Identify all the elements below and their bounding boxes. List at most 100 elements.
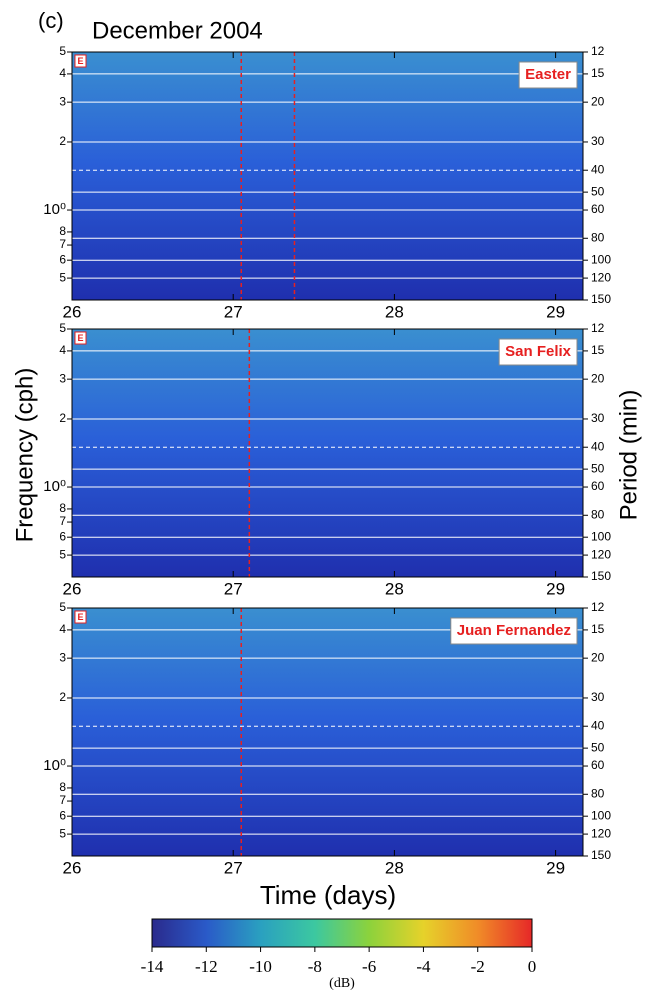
y2-tick-label: 30: [591, 690, 605, 704]
marker-box: [74, 54, 87, 68]
y2-tick-label: 120: [591, 270, 611, 284]
y-tick-label: 8: [59, 780, 66, 794]
y-tick-label: 7: [59, 237, 66, 251]
y2-tick-label: 60: [591, 202, 605, 216]
x-tick-label: 28: [385, 858, 404, 877]
x-axis-label: Time (days): [260, 880, 396, 910]
x-tick-label: 29: [546, 579, 565, 598]
x-tick-label: 28: [385, 302, 404, 321]
y2-tick-label: 12: [591, 321, 605, 335]
y2-tick-label: 80: [591, 230, 605, 244]
y-tick-label: 8: [59, 224, 66, 238]
y2-tick-label: 150: [591, 292, 611, 306]
x-tick-label: 29: [546, 858, 565, 877]
y2-tick-label: 40: [591, 718, 605, 732]
station-box: [498, 338, 578, 366]
y2-tick-label: 150: [591, 848, 611, 862]
y2-tick-label: 100: [591, 529, 611, 543]
y-tick-label: 4: [59, 622, 66, 636]
y-tick-label: 2: [59, 134, 66, 148]
y2-tick-label: 50: [591, 461, 605, 475]
y-tick-label: 5: [59, 826, 66, 840]
y-tick-label: 5: [59, 44, 66, 58]
y2-tick-label: 12: [591, 44, 605, 58]
spectrogram-image: [72, 52, 583, 300]
marker: E: [77, 612, 83, 622]
y-tick-label: 6: [59, 252, 66, 266]
y-tick-label: 10⁰: [43, 201, 66, 218]
colorbar-tick-label: 0: [528, 957, 537, 976]
station-box: [450, 617, 578, 645]
y-tick-label: 5: [59, 321, 66, 335]
y-tick-label: 6: [59, 529, 66, 543]
station-label: San Felix: [505, 343, 572, 360]
marker-box: [74, 331, 87, 345]
y2-tick-label: 80: [591, 507, 605, 521]
y-tick-label: 2: [59, 411, 66, 425]
y2-tick-label: 30: [591, 411, 605, 425]
y-tick-label: 10⁰: [43, 478, 66, 495]
y2-tick-label: 60: [591, 758, 605, 772]
y-tick-label: 5: [59, 270, 66, 284]
y-tick-label: 7: [59, 793, 66, 807]
y2-tick-label: 20: [591, 650, 605, 664]
y2-tick-label: 12: [591, 600, 605, 614]
station-label: Easter: [525, 66, 571, 83]
y2-axis-label: Period (min): [615, 390, 642, 521]
y-tick-label: 5: [59, 600, 66, 614]
colorbar-tick-label: -2: [471, 957, 485, 976]
x-tick-label: 26: [63, 302, 82, 321]
y2-tick-label: 20: [591, 371, 605, 385]
plot-frame: [71, 607, 584, 857]
y-tick-label: 3: [59, 371, 66, 385]
colorbar-label: (dB): [329, 976, 355, 991]
y2-tick-label: 80: [591, 786, 605, 800]
y2-tick-label: 40: [591, 439, 605, 453]
colorbar: [151, 918, 533, 948]
y-tick-label: 3: [59, 650, 66, 664]
y2-tick-label: 50: [591, 184, 605, 198]
x-tick-label: 27: [224, 579, 243, 598]
spectrogram-image: [72, 608, 583, 856]
y-tick-label: 4: [59, 66, 66, 80]
x-tick-label: 29: [546, 302, 565, 321]
colorbar-tick-label: -6: [362, 957, 376, 976]
y2-tick-label: 40: [591, 162, 605, 176]
y2-tick-label: 15: [591, 343, 605, 357]
chart-title: December 2004: [92, 17, 263, 44]
y2-tick-label: 120: [591, 826, 611, 840]
x-tick-label: 26: [63, 579, 82, 598]
y-tick-label: 3: [59, 94, 66, 108]
y-tick-label: 8: [59, 501, 66, 515]
y-tick-label: 5: [59, 547, 66, 561]
x-tick-label: 28: [385, 579, 404, 598]
marker: E: [77, 56, 83, 66]
colorbar-tick-label: -10: [249, 957, 272, 976]
x-tick-label: 26: [63, 858, 82, 877]
y-axis-label: Frequency (cph): [11, 368, 38, 543]
y-tick-label: 10⁰: [43, 757, 66, 774]
y2-tick-label: 50: [591, 740, 605, 754]
y2-tick-label: 100: [591, 252, 611, 266]
colorbar-tick-label: -8: [308, 957, 322, 976]
panel-label: (c): [38, 8, 64, 33]
y-tick-label: 2: [59, 690, 66, 704]
y-tick-label: 7: [59, 514, 66, 528]
y-tick-label: 6: [59, 808, 66, 822]
y2-tick-label: 120: [591, 547, 611, 561]
y-tick-label: 4: [59, 343, 66, 357]
station-box: [518, 61, 578, 89]
plot-frame: [71, 328, 584, 578]
x-tick-label: 27: [224, 858, 243, 877]
marker: E: [77, 333, 83, 343]
plot-frame: [71, 51, 584, 301]
y2-tick-label: 150: [591, 569, 611, 583]
y2-tick-label: 100: [591, 808, 611, 822]
x-tick-label: 27: [224, 302, 243, 321]
spectrogram-image: [72, 329, 583, 577]
y2-tick-label: 15: [591, 622, 605, 636]
colorbar-tick-label: -4: [416, 957, 431, 976]
colorbar-tick-label: -12: [195, 957, 218, 976]
y2-tick-label: 15: [591, 66, 605, 80]
